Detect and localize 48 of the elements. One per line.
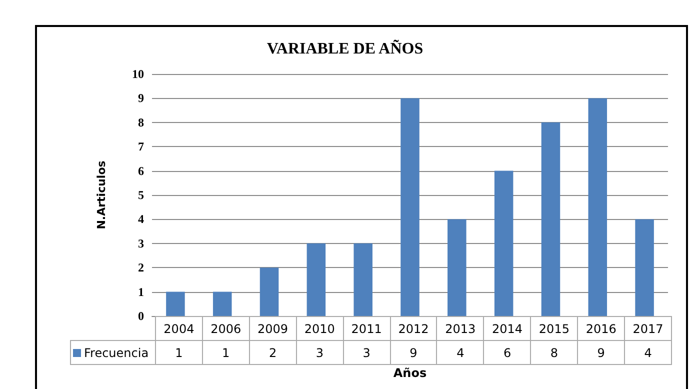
data-label: 8 bbox=[530, 340, 578, 364]
data-label: 4 bbox=[436, 340, 484, 364]
bar bbox=[354, 243, 372, 316]
x-tick-label: 2017 bbox=[624, 316, 672, 340]
y-axis-title: N.Articulos bbox=[95, 160, 108, 230]
bar bbox=[400, 98, 420, 316]
y-tick-label: 10 bbox=[132, 67, 144, 81]
x-tick-label: 2006 bbox=[202, 316, 250, 340]
x-tick-label: 2015 bbox=[530, 316, 578, 340]
y-tick-label: 7 bbox=[138, 140, 144, 154]
bar bbox=[635, 219, 654, 316]
y-tick-label: 3 bbox=[138, 236, 144, 250]
bar bbox=[166, 292, 185, 316]
data-label: 9 bbox=[578, 340, 625, 364]
y-tick-label: 8 bbox=[138, 115, 144, 130]
y-tick-label: 6 bbox=[138, 164, 144, 178]
x-tick-label: 2013 bbox=[436, 316, 484, 340]
chart-title: VARIABLE DE AÑOS bbox=[266, 40, 424, 58]
y-tick-label: 0 bbox=[138, 309, 144, 323]
y-tick-label: 5 bbox=[138, 188, 144, 202]
y-tick-label: 2 bbox=[138, 260, 144, 275]
data-label: 3 bbox=[343, 340, 390, 364]
bar bbox=[260, 268, 279, 316]
x-tick-label: 2004 bbox=[156, 316, 202, 340]
data-label: 1 bbox=[202, 340, 250, 364]
y-tick-label: 9 bbox=[138, 91, 144, 106]
bar bbox=[588, 98, 608, 316]
data-label: 4 bbox=[624, 340, 672, 364]
data-label: 3 bbox=[296, 340, 344, 364]
x-tick-label: 2011 bbox=[343, 316, 390, 340]
data-label: 9 bbox=[390, 340, 437, 364]
legend-label: Frecuencia bbox=[70, 340, 156, 364]
x-tick-label: 2009 bbox=[249, 316, 296, 340]
x-tick-label: 2012 bbox=[390, 316, 437, 340]
data-label: 6 bbox=[484, 340, 531, 364]
x-tick-label: 2014 bbox=[484, 316, 531, 340]
bar bbox=[541, 122, 560, 316]
y-tick-label: 4 bbox=[138, 212, 144, 226]
x-axis-title: Años bbox=[392, 366, 428, 380]
y-tick-label: 1 bbox=[138, 284, 144, 299]
x-tick-label: 2010 bbox=[296, 316, 344, 340]
bar bbox=[494, 170, 514, 316]
bar bbox=[306, 243, 326, 316]
data-label: 2 bbox=[249, 340, 296, 364]
data-label: 1 bbox=[156, 340, 202, 364]
x-tick-label: 2016 bbox=[578, 316, 625, 340]
bar bbox=[448, 219, 466, 316]
bar bbox=[212, 292, 232, 316]
